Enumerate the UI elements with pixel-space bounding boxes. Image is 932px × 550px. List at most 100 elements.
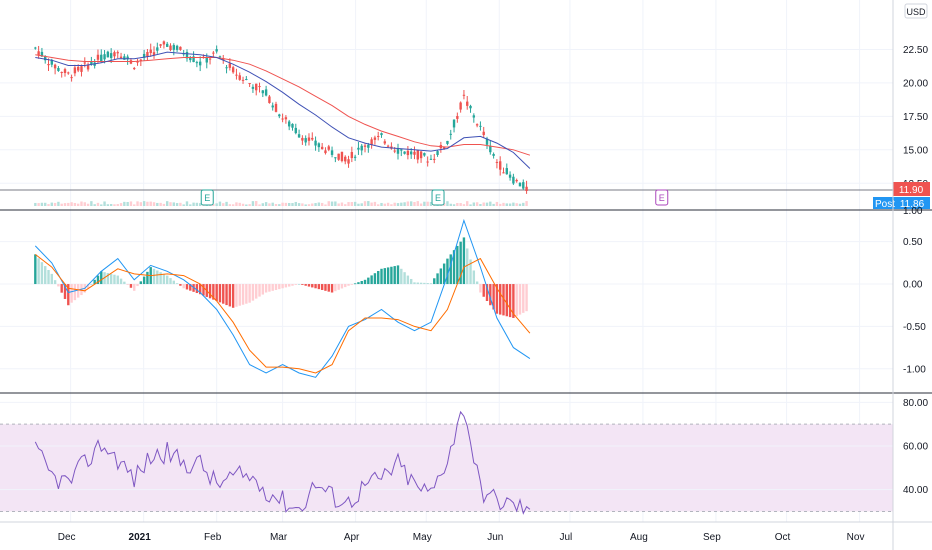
macd-histogram-bar [459, 241, 462, 285]
macd-histogram-bar [340, 284, 344, 289]
currency-box[interactable] [904, 3, 928, 19]
macd-histogram-bar [489, 284, 492, 306]
volume-bar [90, 201, 93, 206]
candle-body [327, 146, 330, 150]
candle-body [419, 151, 423, 159]
macd-histogram-bar [462, 237, 466, 285]
candle-body [466, 101, 469, 106]
candle-body [307, 137, 311, 141]
macd-histogram-bar [50, 273, 54, 285]
macd-histogram-bar [472, 270, 476, 285]
candle-body [482, 131, 485, 136]
volume-bar [297, 203, 301, 206]
time-axis[interactable]: Dec 2021 Feb Mar Apr May Jun Jul Aug Sep Oct Nov [58, 532, 865, 543]
volume-bar [347, 202, 350, 206]
macd-histogram-bar [350, 284, 354, 285]
macd-histogram-bar [106, 273, 110, 285]
candle-body [113, 52, 116, 57]
macd-histogram-bar [400, 268, 403, 285]
volume-bar [518, 203, 522, 206]
volume-bar [320, 202, 324, 206]
macd-histogram-bar [284, 284, 288, 288]
macd-histogram-bar [222, 284, 225, 304]
volume-bar [307, 204, 311, 206]
candle-body [334, 157, 337, 159]
time-axis-label: Jun [487, 532, 503, 543]
volume-bar [212, 204, 215, 206]
volume-bar [281, 202, 284, 206]
volume-bar [324, 204, 327, 206]
macd-histogram-bar [245, 284, 248, 304]
macd-histogram-bar [482, 284, 485, 297]
volume-bar [396, 203, 400, 206]
macd-histogram-bar [208, 284, 212, 299]
axis-tick-label: 60.00 [903, 442, 928, 453]
macd-histogram-bar [116, 275, 119, 285]
candle-body [169, 45, 172, 51]
volume-bar [409, 201, 413, 206]
candle-body [215, 49, 218, 52]
macd-histogram-bar [76, 284, 80, 298]
rsi-panel[interactable]: 80.00 60.00 40.00 [0, 398, 928, 515]
candle-body [492, 154, 495, 156]
candle-body [360, 145, 363, 151]
macd-histogram-bar [383, 268, 387, 285]
candle-body [228, 63, 232, 68]
time-axis-label: Jul [560, 532, 573, 543]
volume-bar [235, 202, 238, 206]
macd-histogram-bar [126, 284, 129, 285]
volume-bar [175, 203, 179, 206]
macd-histogram-bar [502, 284, 505, 316]
candle-body [423, 153, 426, 156]
macd-histogram-bar [90, 284, 93, 285]
candle-body [40, 51, 44, 57]
volume-bar [446, 201, 449, 206]
volume-bar [492, 203, 495, 206]
volume-bar [426, 201, 429, 206]
macd-histogram-bar [426, 283, 429, 285]
candle-body [426, 161, 429, 163]
candle-body [495, 161, 499, 163]
candle-body [63, 69, 67, 74]
macd-histogram-bar [185, 284, 189, 290]
volume-bar [67, 202, 70, 206]
macd-histogram-bar [251, 284, 255, 301]
macd-histogram-bar [291, 284, 294, 286]
candle-body [304, 138, 307, 143]
time-axis-label: Nov [847, 532, 865, 543]
volume-bar [334, 201, 337, 206]
volume-bar [367, 201, 370, 206]
macd-histogram-bar [370, 275, 373, 285]
volume-bar [152, 202, 156, 206]
macd-histogram-bar [198, 284, 202, 295]
candle-body [314, 140, 317, 146]
signal-line [34, 254, 531, 374]
macd-histogram-bar [70, 284, 73, 303]
volume-bar [192, 202, 195, 206]
candle-body [350, 152, 354, 159]
macd-line [34, 218, 531, 378]
candle-body [175, 45, 179, 50]
candle-body [258, 86, 261, 88]
candle-body [462, 94, 466, 96]
candle-body [83, 62, 86, 64]
candle-body [429, 158, 433, 160]
volume-bar [149, 201, 152, 206]
macd-histogram-bar [449, 254, 452, 285]
volume-bar [80, 201, 83, 206]
macd-panel[interactable]: 0.50 0.00 -0.50 -1.00 1.00 [0, 206, 926, 378]
macd-histogram-bar [248, 284, 251, 303]
candlesticks[interactable] [34, 40, 528, 194]
macd-histogram-bar [373, 273, 377, 285]
candle-body [406, 150, 410, 156]
candle-body [377, 135, 380, 137]
volume-bar [109, 203, 113, 206]
volume-bar [123, 201, 126, 206]
volume-bar [228, 204, 232, 206]
candle-body [320, 146, 324, 150]
candle-body [255, 83, 258, 91]
candle-body [179, 46, 182, 50]
